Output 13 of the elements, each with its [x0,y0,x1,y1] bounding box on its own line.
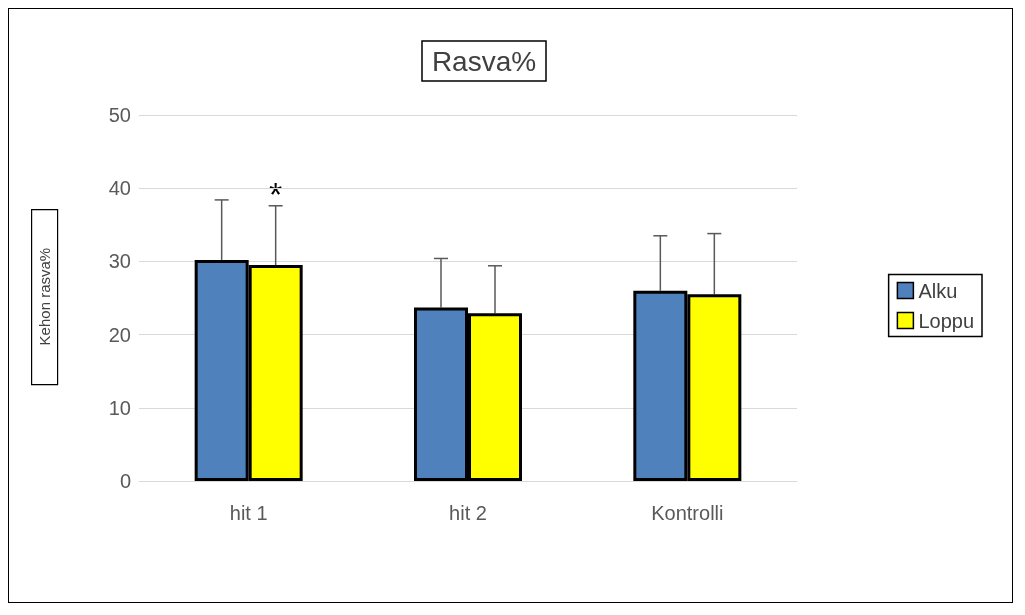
x-tick-label: hit 2 [449,502,487,524]
chart-title: Rasva% [431,45,537,77]
legend-label: Alku [918,279,958,302]
y-tick-label: 50 [108,104,131,126]
legend-label: Loppu [918,309,975,332]
x-tick-label: hit 1 [229,502,268,524]
y-tick-label: 0 [119,470,131,492]
y-tick-label: 20 [108,323,131,346]
y-tick-label: 30 [108,250,131,273]
y-tick-label: 40 [108,177,131,200]
y-tick-label: 10 [108,396,131,419]
x-tick-label: Kontrolli [651,502,724,524]
y-axis-title: Kehon rasva% [36,247,54,346]
